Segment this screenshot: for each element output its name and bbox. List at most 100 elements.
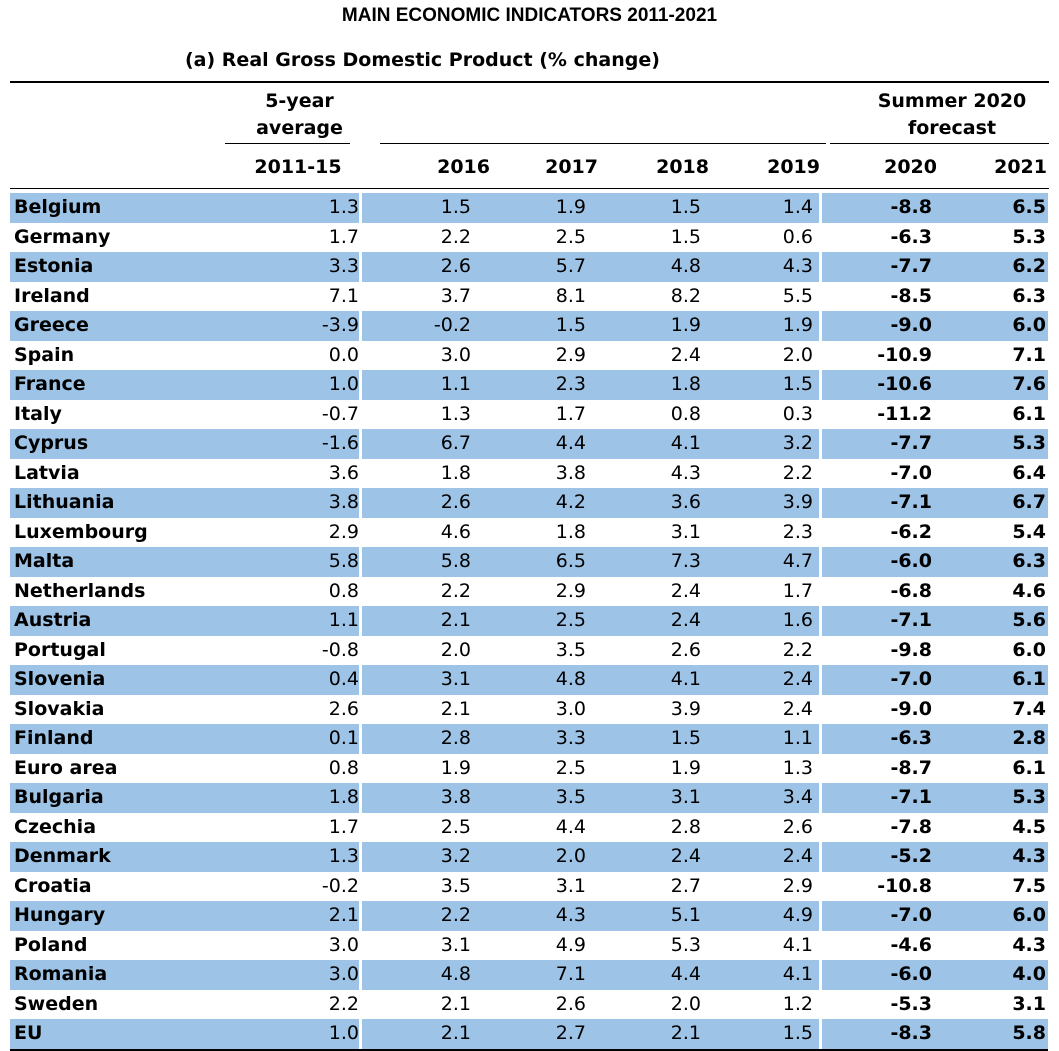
column-gap: [819, 989, 822, 1019]
cell-2020: -7.0: [822, 665, 938, 695]
cell-2017: 1.8: [555, 520, 586, 543]
cell-2020: -7.7: [822, 252, 938, 282]
column-gap: [359, 724, 362, 754]
column-gap: [819, 222, 822, 252]
col-header-2021: 2021: [994, 156, 1047, 178]
cell-2018: 1.8: [592, 370, 707, 400]
cell-2018: 1.9: [670, 756, 701, 779]
cell-2011-15: 2.2: [328, 992, 359, 1015]
cell-2021: 4.0: [938, 960, 1048, 990]
cell-2019: 2.4: [707, 842, 819, 872]
cell-2020: -7.7: [822, 429, 938, 459]
cell-2016: 1.5: [362, 193, 477, 223]
table-row: Hungary 2.1 2.2 4.3 5.1 4.9 -7.0 6.0: [10, 901, 1048, 931]
column-gap: [359, 429, 362, 459]
column-gap: [819, 694, 822, 724]
cell-2011-15: -0.2: [321, 874, 359, 897]
cell-2020: -10.9: [877, 343, 932, 366]
cell-2018: 4.1: [592, 665, 707, 695]
cell-2019: 2.6: [782, 815, 813, 838]
cell-2017: 4.4: [477, 429, 592, 459]
cell-2018: 7.3: [592, 547, 707, 577]
table-row: Spain 0.0 3.0 2.9 2.4 2.0 -10.9 7.1: [10, 340, 1048, 370]
cell-2020: -11.2: [877, 402, 932, 425]
cell-2016: 3.8: [362, 783, 477, 813]
cell-2016: -0.2: [362, 311, 477, 341]
country-name: Greece: [10, 311, 224, 341]
cell-2011-15: -3.9: [224, 311, 359, 341]
column-gap: [359, 989, 362, 1019]
cell-2016: 1.8: [440, 461, 471, 484]
country-name: Ireland: [14, 284, 90, 307]
table-row: Belgium 1.3 1.5 1.9 1.5 1.4 -8.8 6.5: [10, 193, 1048, 223]
table-row: Austria 1.1 2.1 2.5 2.4 1.6 -7.1 5.6: [10, 606, 1048, 636]
cell-2018: 2.6: [670, 638, 701, 661]
column-gap: [359, 517, 362, 547]
cell-2016: 1.3: [440, 402, 471, 425]
table-row: Cyprus -1.6 6.7 4.4 4.1 3.2 -7.7 5.3: [10, 429, 1048, 459]
cell-2016: 1.1: [362, 370, 477, 400]
cell-2011-15: 1.8: [224, 783, 359, 813]
cell-2017: 6.5: [477, 547, 592, 577]
column-gap: [359, 399, 362, 429]
column-gap: [359, 694, 362, 724]
country-name: Sweden: [14, 992, 99, 1015]
column-gap: [359, 281, 362, 311]
cell-2020: -8.5: [890, 284, 932, 307]
column-gap: [359, 340, 362, 370]
column-gap: [819, 753, 822, 783]
cell-2019: 3.2: [707, 429, 819, 459]
table-row: Luxembourg 2.9 4.6 1.8 3.1 2.3 -6.2 5.4: [10, 517, 1048, 547]
cell-2021: 5.6: [938, 606, 1048, 636]
forecast-header-line1: Summer 2020: [877, 90, 1027, 112]
cell-2019: 2.3: [782, 520, 813, 543]
country-name: Czechia: [14, 815, 97, 838]
cell-2021: 5.3: [938, 783, 1048, 813]
table-row: Croatia -0.2 3.5 3.1 2.7 2.9 -10.8 7.5: [10, 871, 1048, 901]
cell-2021: 6.2: [938, 252, 1048, 282]
cell-2011-15: 1.3: [224, 193, 359, 223]
cell-2018: 2.8: [670, 815, 701, 838]
column-gap: [819, 547, 822, 577]
cell-2020: -7.8: [890, 815, 932, 838]
cell-2017: 2.5: [477, 606, 592, 636]
cell-2020: -7.1: [822, 606, 938, 636]
table-row: Netherlands 0.8 2.2 2.9 2.4 1.7 -6.8 4.6: [10, 576, 1048, 606]
cell-2011-15: 3.0: [328, 933, 359, 956]
column-gap: [359, 753, 362, 783]
column-gap: [819, 517, 822, 547]
page-title: MAIN ECONOMIC INDICATORS 2011-2021: [341, 5, 718, 26]
gdp-table: Belgium 1.3 1.5 1.9 1.5 1.4 -8.8 6.5 Germany 1.7 2…: [10, 193, 1048, 1051]
column-gap: [819, 576, 822, 606]
cell-2018: 3.1: [670, 520, 701, 543]
country-name: Slovenia: [10, 665, 224, 695]
table-row: Sweden 2.2 2.1 2.6 2.0 1.2 -5.3 3.1: [10, 989, 1048, 1019]
cell-2011-15: 3.3: [224, 252, 359, 282]
cell-2020: -7.1: [822, 783, 938, 813]
cell-2019: 2.2: [782, 638, 813, 661]
column-gap: [819, 252, 822, 282]
column-gap: [359, 665, 362, 695]
cell-2018: 2.4: [670, 343, 701, 366]
avg-header-line1: 5-year: [265, 90, 334, 112]
column-gap: [819, 429, 822, 459]
cell-2020: -10.6: [822, 370, 938, 400]
column-gap: [819, 901, 822, 931]
col-header-2017: 2017: [545, 156, 598, 178]
column-gap: [819, 724, 822, 754]
cell-2016: 2.6: [362, 252, 477, 282]
cell-2018: 1.5: [592, 193, 707, 223]
cell-2017: 1.9: [477, 193, 592, 223]
column-gap: [819, 871, 822, 901]
column-gap: [819, 1019, 822, 1051]
cell-2011-15: 0.1: [224, 724, 359, 754]
cell-2019: 2.0: [782, 343, 813, 366]
cell-2018: 2.0: [670, 992, 701, 1015]
cell-2016: 6.7: [362, 429, 477, 459]
cell-2019: 1.1: [707, 724, 819, 754]
cell-2016: 3.2: [362, 842, 477, 872]
col-header-2016: 2016: [437, 156, 490, 178]
cell-2016: 3.1: [362, 665, 477, 695]
cell-2016: 1.9: [440, 756, 471, 779]
cell-2018: 0.8: [670, 402, 701, 425]
